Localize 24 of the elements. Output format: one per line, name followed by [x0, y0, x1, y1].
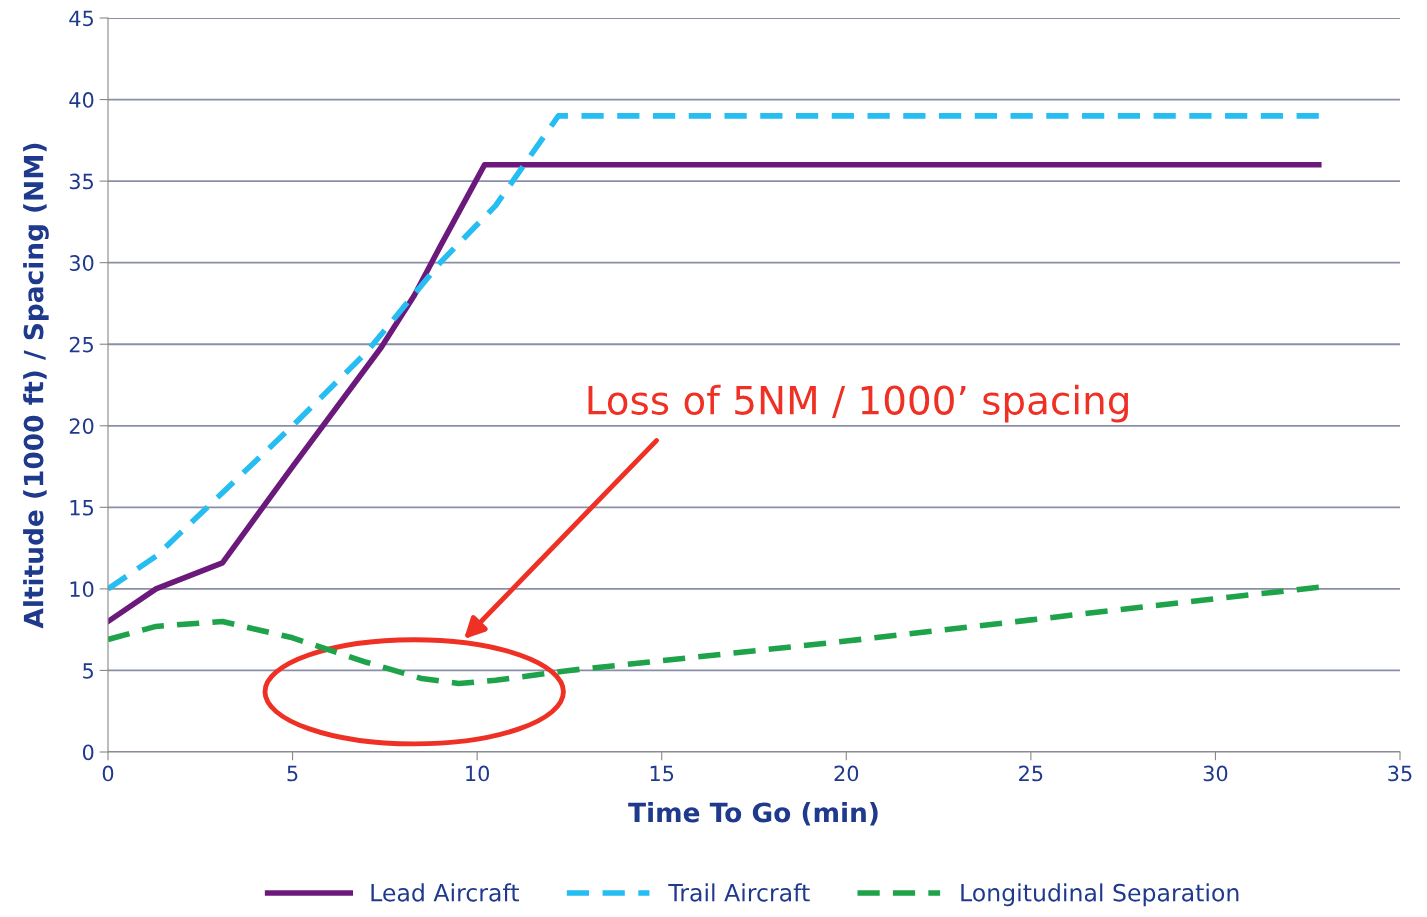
legend-label: Longitudinal Separation: [961, 883, 1239, 907]
y-tick-label: 15: [70, 500, 93, 516]
legend-label: Trail Aircraft: [668, 883, 810, 902]
y-tick-label: 5: [83, 663, 93, 679]
x-tick-label: 30: [1203, 765, 1228, 782]
y-tick-label: 40: [69, 92, 94, 108]
y-tick-label: 25: [69, 336, 93, 353]
x-tick-label: 0: [102, 765, 114, 782]
x-tick-label: 10: [466, 765, 490, 782]
x-tick-label: 15: [650, 765, 674, 782]
y-tick-label: 45: [69, 10, 93, 27]
annotation: Loss of 5NM / 1000’ spacing: [588, 384, 1128, 423]
y-tick-label: 10: [70, 581, 94, 598]
x-tick-label: 5: [287, 765, 298, 782]
x-axis-title: Time To Go (min): [628, 802, 878, 826]
legend-label: Lead Aircraft: [371, 883, 520, 902]
y-tick-label: 0: [82, 744, 94, 761]
x-tick-label: 25: [1019, 765, 1043, 782]
x-tick-label: 20: [834, 765, 859, 782]
x-tick-label: 35: [1388, 765, 1412, 782]
y-tick-label: 30: [69, 255, 94, 271]
y-axis-title: Altitude (1000 ft) / Spacing (NM): [23, 143, 49, 629]
y-tick-label: 20: [69, 418, 94, 434]
y-tick-label: 35: [69, 173, 93, 190]
